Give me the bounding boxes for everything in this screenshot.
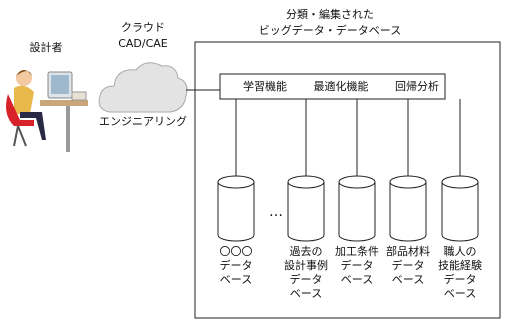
function: 最適化機能 [314,79,369,93]
database-box [194,41,501,319]
database-label: 部品材料 [386,244,430,258]
database-label: データ [341,258,374,272]
database-label: データ [290,272,323,286]
box-title: 分類・編集された [286,7,374,21]
database-cylinder [441,175,479,242]
database-label: 技能経験 [438,258,482,272]
designer-icon [6,70,88,152]
database-cylinder [217,175,255,242]
database-cylinder [287,175,325,242]
database-label: ベース [341,273,373,286]
function: 学習機能 [243,79,287,93]
database-cylinder [338,175,376,242]
database-label: 職人の [444,245,477,258]
database-label: データ [220,258,253,272]
database-label: ベース [290,287,322,300]
cloud-label: エンジニアリング [99,114,187,128]
database-label: データ [392,258,425,272]
function-bar [219,73,446,100]
function: 回帰分析 [395,79,439,93]
ellipsis: … [269,204,283,220]
database-cylinder [389,175,427,242]
cloud-title: クラウド [121,21,165,34]
database-label: 〇〇〇 [220,245,253,258]
database-label: ベース [220,273,252,286]
database-label: ベース [392,273,424,286]
database-label: 過去の [290,245,323,258]
database-label: 加工条件 [335,244,379,258]
cloud-title: CAD/CAE [118,37,168,50]
box-title: ビッグデータ・データベース [259,23,401,37]
cloud-shape [98,62,188,113]
database-label: データ [444,272,477,286]
database-label: 設計事例 [284,258,328,272]
designer-label: 設計者 [30,40,63,54]
database-label: ベース [444,287,476,300]
